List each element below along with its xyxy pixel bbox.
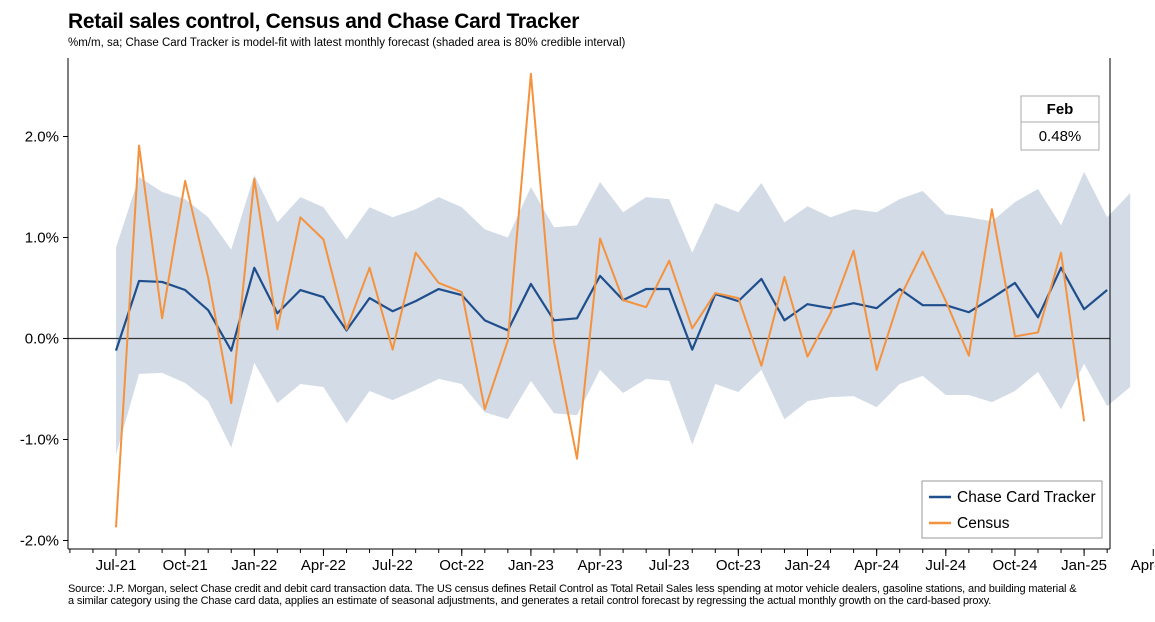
x-tick-label: Apr-25 — [1131, 557, 1155, 574]
source-note-line-1: Source: J.P. Morgan, select Chase credit… — [68, 583, 1077, 595]
x-tick-label: Jul-22 — [372, 557, 413, 574]
y-tick-label: 0.0% — [25, 331, 59, 348]
x-tick-label: Jul-21 — [96, 557, 137, 574]
x-tick-label: Jul-23 — [649, 557, 690, 574]
y-tick-label: 2.0% — [25, 129, 59, 146]
series-layer — [114, 72, 1108, 528]
x-tick-label: Oct-21 — [163, 557, 208, 574]
x-tick-label: Oct-23 — [716, 557, 761, 574]
callout-label: Feb — [1047, 101, 1074, 118]
x-tick-label: Oct-24 — [992, 557, 1037, 574]
latest-forecast-callout: Feb 0.48% — [1020, 95, 1100, 151]
callout-value: 0.48% — [1039, 128, 1082, 145]
x-tick-label: Apr-23 — [578, 557, 623, 574]
axes-layer: -2.0% -1.0% 0.0% 1.0% 2.0% Jul-21 Oct-21 Jan-22… — [20, 58, 1155, 574]
credible-interval-band — [116, 171, 1131, 455]
series-line-census — [115, 72, 1086, 528]
x-tick-label: Jan-24 — [785, 557, 831, 574]
chart-title: Retail sales control, Census and Chase C… — [68, 10, 580, 33]
y-tick-label: -2.0% — [20, 533, 59, 550]
y-tick-label: -1.0% — [20, 432, 59, 449]
x-tick-label: Jan-23 — [508, 557, 554, 574]
x-tick-label: Jul-24 — [925, 557, 966, 574]
x-tick-label: Apr-24 — [854, 557, 899, 574]
source-note: Source: J.P. Morgan, select Chase credit… — [68, 583, 1077, 607]
legend-label: Chase Card Tracker — [957, 489, 1096, 506]
legend-label: Census — [957, 515, 1010, 532]
source-note-line-2: a similar category using the Chase card … — [68, 595, 992, 607]
x-tick-label: Apr-22 — [301, 557, 346, 574]
callout-box — [1020, 95, 1100, 151]
legend: Chase Card Tracker Census — [921, 480, 1103, 539]
y-tick-label: 1.0% — [25, 230, 59, 247]
chart-subtitle: %m/m, sa; Chase Card Tracker is model-fi… — [68, 37, 626, 49]
x-tick-label: Jan-25 — [1061, 557, 1107, 574]
credible-interval-band-layer — [116, 171, 1131, 455]
x-tick-label: Oct-22 — [439, 557, 484, 574]
x-tick-label: Jan-22 — [231, 557, 277, 574]
legend-box — [921, 480, 1103, 539]
